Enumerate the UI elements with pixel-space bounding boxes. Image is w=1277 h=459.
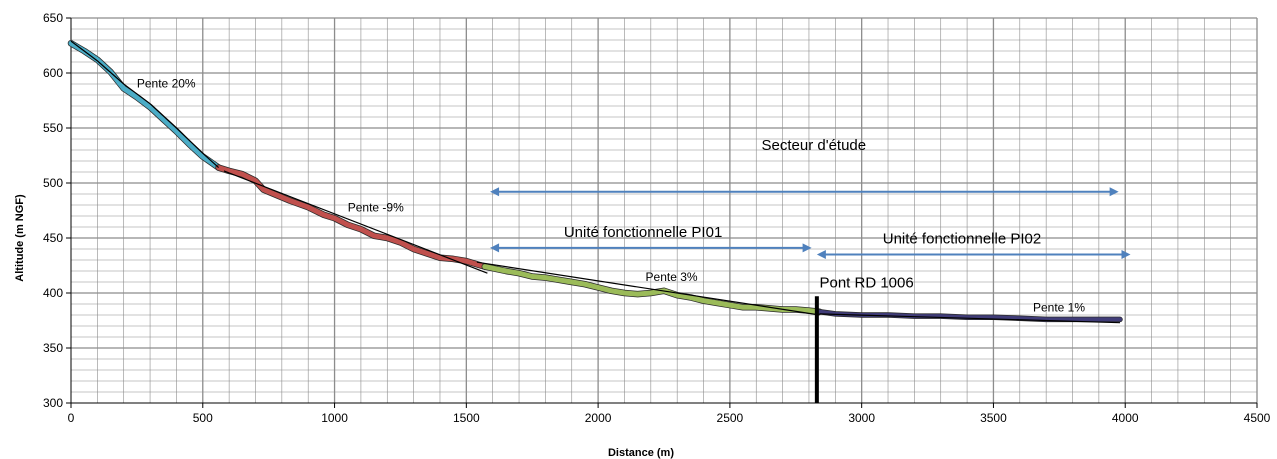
x-tick-label: 3500	[980, 411, 1007, 425]
x-tick-label: 0	[68, 411, 75, 425]
annotation-label: Pente -9%	[348, 201, 404, 215]
range-arrow-head-left	[490, 187, 500, 197]
y-tick-label: 300	[43, 396, 63, 410]
range-arrow-head-left	[490, 243, 500, 253]
grid	[71, 17, 1258, 403]
annotation-label: Unité fonctionnelle PI02	[883, 231, 1041, 248]
x-tick-label: 3000	[848, 411, 875, 425]
series-line	[482, 264, 822, 315]
y-tick-label: 550	[43, 121, 63, 135]
x-tick-label: 1000	[321, 411, 348, 425]
range-arrow-head-right	[802, 243, 812, 253]
series-line	[68, 40, 222, 171]
x-tick-label: 4000	[1112, 411, 1139, 425]
x-tick-label: 500	[193, 411, 213, 425]
y-tick-label: 400	[43, 286, 63, 300]
annotation-label: Pente 3%	[646, 270, 698, 284]
tick-labels: 0 500 1000 1500 2000 2500 3000 3500 4000 4500 300 3…	[43, 11, 1271, 425]
annotations: Pente 20% Pente -9% Pente 3% Pente 1% Secteu…	[137, 76, 1085, 314]
trend-line	[70, 40, 220, 169]
annotation-label: Pente 1%	[1033, 301, 1085, 315]
trend-line	[476, 261, 820, 316]
range-arrow-head-right	[1109, 187, 1119, 197]
trend-lines	[70, 40, 1121, 324]
annotation-label: Unité fonctionnelle PI01	[564, 224, 722, 241]
y-axis-title: Altitude (m NGF)	[14, 194, 26, 282]
y-tick-label: 650	[43, 11, 63, 25]
annotation-label: Secteur d'étude	[762, 137, 867, 154]
x-tick-label: 4500	[1244, 411, 1271, 425]
annotation-label: Pont RD 1006	[819, 275, 913, 292]
annotation-label: Pente 20%	[137, 76, 196, 90]
trend-line	[223, 170, 488, 274]
y-tick-label: 600	[43, 66, 63, 80]
x-axis-title: Distance (m)	[608, 447, 674, 459]
y-tick-label: 500	[43, 176, 63, 190]
x-tick-label: 2500	[717, 411, 744, 425]
y-tick-label: 350	[43, 341, 63, 355]
y-tick-label: 450	[43, 231, 63, 245]
x-tick-label: 2000	[585, 411, 612, 425]
trend-line	[819, 313, 1121, 324]
axes	[66, 17, 1258, 408]
range-arrows	[490, 187, 1131, 259]
range-arrow-head-left	[816, 250, 826, 259]
x-tick-label: 1500	[453, 411, 480, 425]
range-arrow-head-right	[1121, 250, 1131, 259]
